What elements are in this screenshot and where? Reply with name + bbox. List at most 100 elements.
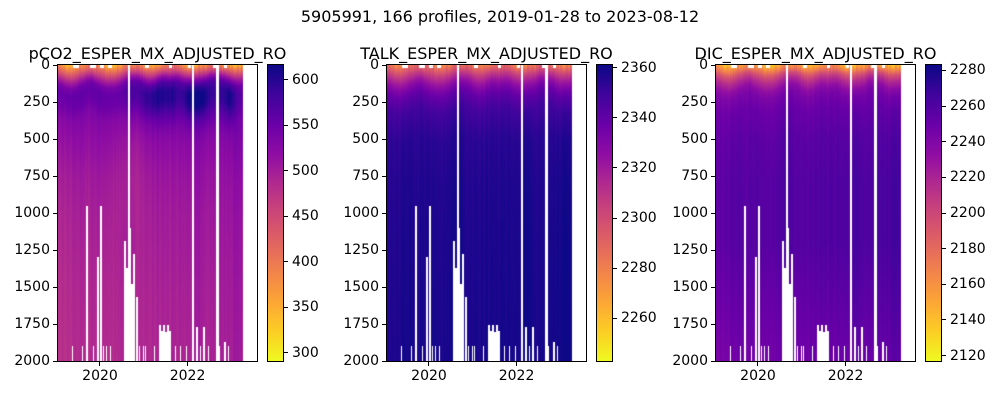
pco2-heatmap-canvas xyxy=(57,64,258,362)
talk-colorbar-canvas xyxy=(596,64,613,362)
tick-mark xyxy=(428,362,430,366)
figure-title: 5905991, 166 profiles, 2019-01-28 to 202… xyxy=(300,7,700,26)
tick-mark xyxy=(284,306,288,308)
x-tick-label: 2020 xyxy=(411,368,447,384)
tick-mark xyxy=(613,267,617,269)
tick-mark xyxy=(613,317,617,319)
tick-mark xyxy=(711,138,715,140)
y-tick-label: 1750 xyxy=(14,316,50,332)
y-tick-label: 0 xyxy=(41,57,50,73)
tick-mark xyxy=(382,138,386,140)
tick-mark xyxy=(382,360,386,362)
tick-mark xyxy=(382,212,386,214)
tick-mark xyxy=(613,217,617,219)
tick-mark xyxy=(284,124,288,126)
y-tick-label: 1250 xyxy=(672,242,708,258)
y-tick-label: 750 xyxy=(352,168,379,184)
tick-mark xyxy=(382,175,386,177)
colorbar-tick-label: 2300 xyxy=(621,210,657,227)
tick-mark xyxy=(711,175,715,177)
tick-mark xyxy=(711,249,715,251)
colorbar-tick-label: 350 xyxy=(292,299,319,316)
tick-mark xyxy=(942,283,946,285)
tick-mark xyxy=(382,286,386,288)
x-tick-label: 2020 xyxy=(82,368,118,384)
y-tick-label: 1500 xyxy=(672,279,708,295)
colorbar-tick-label: 2340 xyxy=(621,109,657,126)
tick-mark xyxy=(516,362,518,366)
y-tick-label: 1250 xyxy=(14,242,50,258)
panel-title-talk: TALK_ESPER_MX_ADJUSTED_RO xyxy=(360,44,613,63)
y-tick-label: 1750 xyxy=(672,316,708,332)
tick-mark xyxy=(53,212,57,214)
tick-mark xyxy=(757,362,759,366)
tick-mark xyxy=(711,286,715,288)
tick-mark xyxy=(711,212,715,214)
tick-mark xyxy=(53,360,57,362)
y-tick-label: 1250 xyxy=(343,242,379,258)
tick-mark xyxy=(382,101,386,103)
tick-mark xyxy=(284,261,288,263)
tick-mark xyxy=(382,64,386,66)
colorbar-tick-label: 2220 xyxy=(950,169,986,186)
colorbar-tick-label: 2260 xyxy=(950,98,986,114)
dic-colorbar-canvas xyxy=(925,64,942,362)
colorbar-tick-label: 2200 xyxy=(950,205,986,221)
talk-heatmap-canvas xyxy=(386,64,587,362)
tick-mark xyxy=(53,175,57,177)
panel-title-dic: DIC_ESPER_MX_ADJUSTED_RO xyxy=(694,44,937,63)
tick-mark xyxy=(711,64,715,66)
colorbar-tick-label: 2360 xyxy=(621,59,657,76)
tick-mark xyxy=(613,67,617,68)
y-tick-label: 750 xyxy=(23,168,50,184)
tick-mark xyxy=(53,64,57,66)
tick-mark xyxy=(53,101,57,103)
tick-mark xyxy=(942,69,946,71)
x-tick-label: 2022 xyxy=(169,368,206,384)
tick-mark xyxy=(942,355,946,357)
panel-title-pco2: pCO2_ESPER_MX_ADJUSTED_RO xyxy=(28,44,287,63)
y-tick-label: 250 xyxy=(23,94,50,110)
tick-mark xyxy=(613,167,617,169)
colorbar-tick-label: 550 xyxy=(292,117,319,134)
y-tick-label: 0 xyxy=(370,57,379,73)
tick-mark xyxy=(613,117,617,119)
y-tick-label: 1000 xyxy=(343,205,379,221)
y-tick-label: 500 xyxy=(23,131,50,147)
x-tick-label: 2022 xyxy=(498,368,535,384)
pco2-colorbar-canvas xyxy=(267,64,284,362)
colorbar-tick-label: 2120 xyxy=(950,347,986,364)
tick-mark xyxy=(942,319,946,321)
tick-mark xyxy=(942,176,946,178)
tick-mark xyxy=(284,170,288,172)
tick-mark xyxy=(53,138,57,140)
colorbar-tick-label: 600 xyxy=(292,71,319,88)
tick-mark xyxy=(942,212,946,214)
colorbar-tick-label: 450 xyxy=(292,208,319,225)
y-tick-label: 0 xyxy=(699,57,708,73)
tick-mark xyxy=(53,286,57,288)
tick-mark xyxy=(53,249,57,251)
y-tick-label: 500 xyxy=(681,131,708,147)
tick-mark xyxy=(711,360,715,362)
colorbar-tick-label: 2160 xyxy=(950,276,986,293)
colorbar-tick-label: 2280 xyxy=(950,62,986,79)
y-tick-label: 1000 xyxy=(672,205,708,221)
tick-mark xyxy=(187,362,189,366)
y-tick-label: 1750 xyxy=(343,316,379,332)
tick-mark xyxy=(942,105,946,107)
y-tick-label: 750 xyxy=(681,168,708,184)
tick-mark xyxy=(711,323,715,325)
tick-mark xyxy=(53,323,57,325)
tick-mark xyxy=(942,141,946,143)
x-tick-label: 2020 xyxy=(740,368,776,384)
colorbar-tick-label: 300 xyxy=(292,344,319,361)
y-tick-label: 500 xyxy=(352,131,379,147)
colorbar-tick-label: 2320 xyxy=(621,159,657,176)
colorbar-tick-label: 500 xyxy=(292,162,319,179)
y-tick-label: 1500 xyxy=(343,279,379,295)
colorbar-tick-label: 2280 xyxy=(621,260,657,277)
y-tick-label: 2000 xyxy=(343,353,379,369)
y-tick-label: 250 xyxy=(681,94,708,110)
